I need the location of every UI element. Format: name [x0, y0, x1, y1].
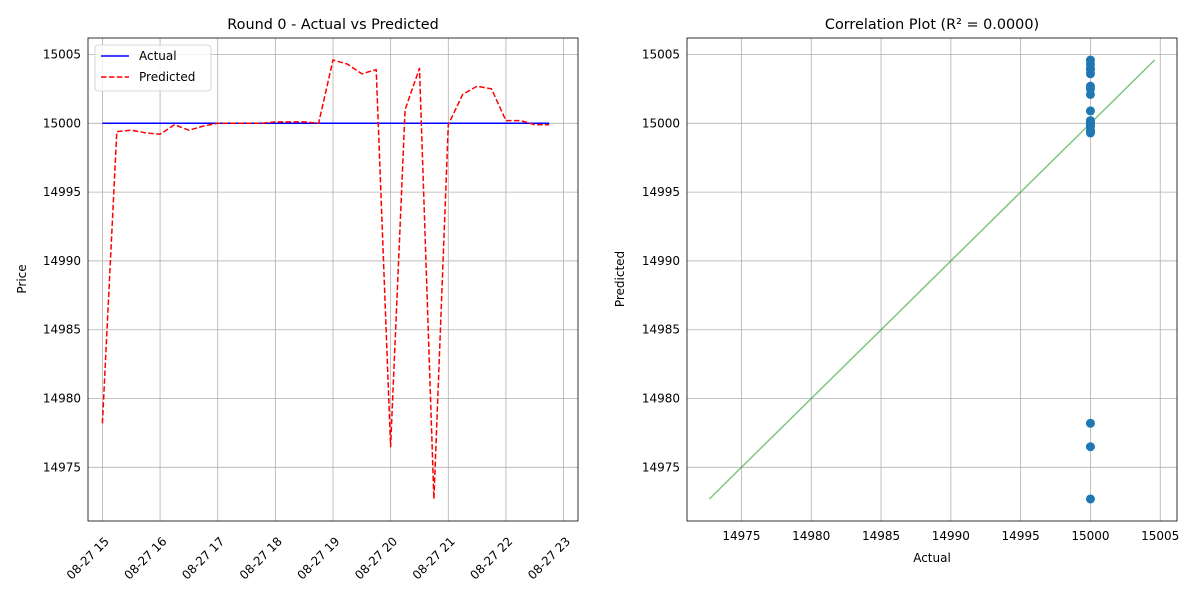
line-chart-ytick-label: 14985	[43, 323, 81, 337]
line-chart-ytick-label: 15005	[43, 48, 81, 62]
scatter-chart-xtick-label: 14975	[722, 529, 760, 543]
line-chart-xtick-label: 08-27 19	[294, 534, 342, 582]
scatter-chart-ytick-label: 14995	[642, 185, 680, 199]
scatter-chart-ytick-label: 15005	[642, 48, 680, 62]
line-chart-xtick-label: 08-27 22	[467, 534, 515, 582]
scatter-chart-ytick-label: 14990	[642, 254, 680, 268]
scatter-chart-ylabel: Predicted	[613, 251, 627, 307]
scatter-chart-ytick-label: 15000	[642, 116, 680, 130]
line-chart-ytick-label: 14980	[43, 392, 81, 406]
scatter-point	[1085, 442, 1095, 452]
scatter-chart-marks	[708, 55, 1156, 504]
line-chart-ytick-label: 14975	[43, 460, 81, 474]
line-chart-ylabel: Price	[15, 264, 29, 293]
line-chart-xtick-label: 08-27 17	[179, 534, 227, 582]
scatter-chart-xtick-label: 14980	[792, 529, 830, 543]
line-chart-xtick-label: 08-27 18	[237, 534, 285, 582]
scatter-chart-ytick-label: 14975	[642, 460, 680, 474]
line-chart-title: Round 0 - Actual vs Predicted	[227, 17, 438, 33]
line-chart-ytick-label: 15000	[43, 116, 81, 130]
scatter-chart-xlabel: Actual	[913, 551, 951, 565]
scatter-point	[1085, 55, 1095, 65]
line-chart-frame	[87, 37, 579, 522]
line-chart-ytick-label: 14990	[43, 254, 81, 268]
scatter-chart-ytick-label: 14985	[642, 323, 680, 337]
scatter-chart-xtick-label: 14995	[1002, 529, 1040, 543]
scatter-point	[1085, 120, 1095, 130]
line-chart-xtick-label: 08-27 23	[525, 534, 573, 582]
scatter-chart-xtick-label: 15005	[1141, 529, 1179, 543]
reference-diagonal-line	[708, 59, 1156, 500]
line-chart-xtick-label: 08-27 21	[410, 534, 458, 582]
scatter-chart-frame	[686, 37, 1178, 522]
scatter-point	[1085, 81, 1095, 91]
line-chart-grid	[88, 38, 578, 521]
scatter-point	[1085, 127, 1095, 137]
scatter-chart-xtick-label: 14985	[862, 529, 900, 543]
scatter-point	[1085, 106, 1095, 116]
scatter-chart-xtick-label: 14990	[932, 529, 970, 543]
line-chart-actual-vs-predicted: 08-27 15 08-27 16 08-27 17 08-27 18 08-27 19…	[15, 17, 579, 583]
line-chart-series	[101, 59, 550, 500]
line-chart-xtick-label: 08-27 15	[64, 534, 112, 582]
line-chart-ticks: 08-27 15 08-27 16 08-27 17 08-27 18 08-27 19…	[43, 48, 573, 583]
legend-actual-label: Actual	[139, 49, 177, 63]
scatter-chart-xtick-label: 15000	[1071, 529, 1109, 543]
scatter-chart-ticks: 14975 14980 14985 14990 14995 15000 15005 14975…	[642, 48, 1180, 543]
scatter-chart-ytick-label: 14980	[642, 392, 680, 406]
scatter-point	[1085, 494, 1095, 504]
scatter-point	[1085, 418, 1095, 428]
legend-predicted-label: Predicted	[139, 70, 195, 84]
line-chart-xtick-label: 08-27 16	[122, 534, 170, 582]
scatter-chart-correlation: 14975 14980 14985 14990 14995 15000 15005 14975…	[613, 17, 1179, 565]
scatter-chart-title: Correlation Plot (R² = 0.0000)	[825, 17, 1039, 33]
scatter-chart-grid	[687, 38, 1177, 521]
line-chart-legend: Actual Predicted	[94, 44, 212, 92]
predicted-series-line	[101, 59, 550, 500]
line-chart-ytick-label: 14995	[43, 185, 81, 199]
line-chart-xtick-label: 08-27 20	[352, 534, 400, 582]
